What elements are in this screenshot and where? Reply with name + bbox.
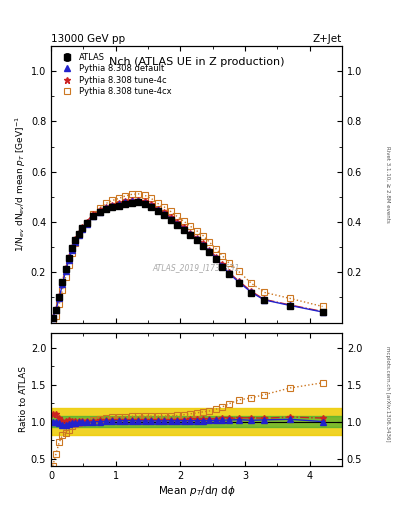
Text: ATLAS_2019_I1736531: ATLAS_2019_I1736531 [153,263,240,272]
Legend: ATLAS, Pythia 8.308 default, Pythia 8.308 tune-4c, Pythia 8.308 tune-4cx: ATLAS, Pythia 8.308 default, Pythia 8.30… [55,50,174,99]
Text: Z+Jet: Z+Jet [313,33,342,44]
Text: Nch (ATLAS UE in Z production): Nch (ATLAS UE in Z production) [109,57,284,67]
Y-axis label: 1/N$_{ev}$ dN$_{ev}$/d mean $p_T$ [GeV]$^{-1}$: 1/N$_{ev}$ dN$_{ev}$/d mean $p_T$ [GeV]$… [14,116,28,252]
Text: Rivet 3.1.10, ≥ 2.8M events: Rivet 3.1.10, ≥ 2.8M events [385,146,390,223]
X-axis label: Mean $p_T$/d$\eta$ d$\phi$: Mean $p_T$/d$\eta$ d$\phi$ [158,483,235,498]
Text: mcplots.cern.ch [arXiv:1306.3436]: mcplots.cern.ch [arXiv:1306.3436] [385,347,390,442]
Text: 13000 GeV pp: 13000 GeV pp [51,33,125,44]
Y-axis label: Ratio to ATLAS: Ratio to ATLAS [19,367,28,432]
Bar [51,416,342,426]
Bar [51,408,342,435]
